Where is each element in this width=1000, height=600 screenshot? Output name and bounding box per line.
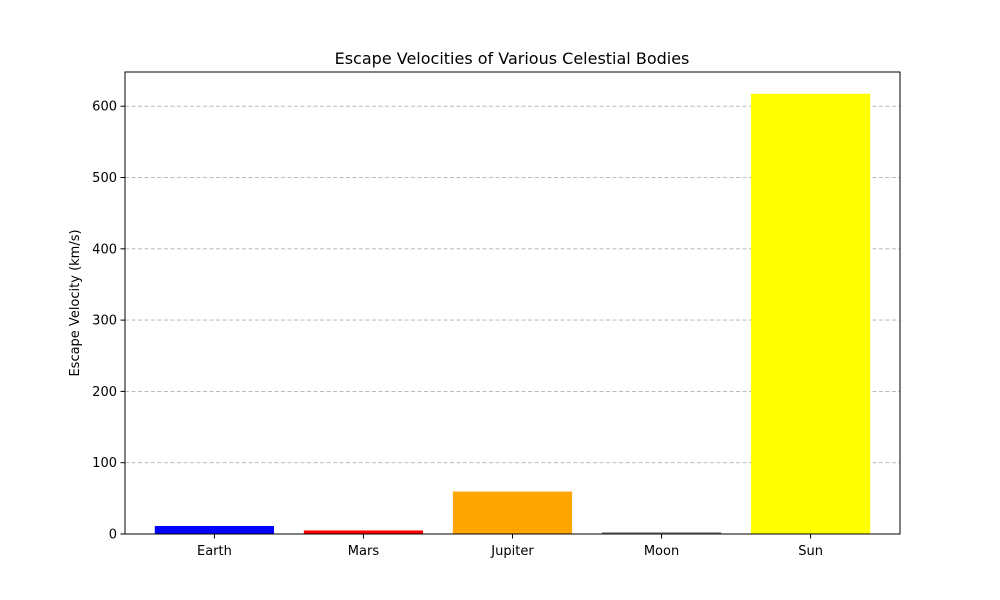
- x-tick-label-jupiter: Jupiter: [490, 544, 534, 559]
- y-tick-label: 300: [92, 314, 117, 329]
- x-tick-label-earth: Earth: [197, 544, 232, 559]
- bar-earth: [154, 526, 275, 534]
- y-axis-ticks: 0 100 200 300 400 500 600: [92, 100, 125, 543]
- x-axis-ticks: Earth Mars Jupiter Moon Sun: [197, 534, 823, 559]
- bars: [154, 93, 871, 535]
- y-tick-label: 0: [109, 528, 117, 543]
- chart-title: Escape Velocities of Various Celestial B…: [335, 49, 690, 68]
- bar-sun: [750, 93, 871, 535]
- bar-jupiter: [452, 491, 573, 534]
- x-tick-label-moon: Moon: [644, 544, 679, 559]
- y-tick-label: 500: [92, 171, 117, 186]
- y-tick-label: 600: [92, 100, 117, 115]
- bar-mars: [303, 530, 424, 534]
- x-tick-label-sun: Sun: [798, 544, 823, 559]
- y-tick-label: 400: [92, 242, 117, 257]
- y-axis-label: Escape Velocity (km/s): [68, 229, 83, 376]
- y-tick-label: 200: [92, 385, 117, 400]
- bar-moon: [601, 532, 722, 534]
- x-tick-label-mars: Mars: [348, 544, 380, 559]
- y-tick-label: 100: [92, 456, 117, 471]
